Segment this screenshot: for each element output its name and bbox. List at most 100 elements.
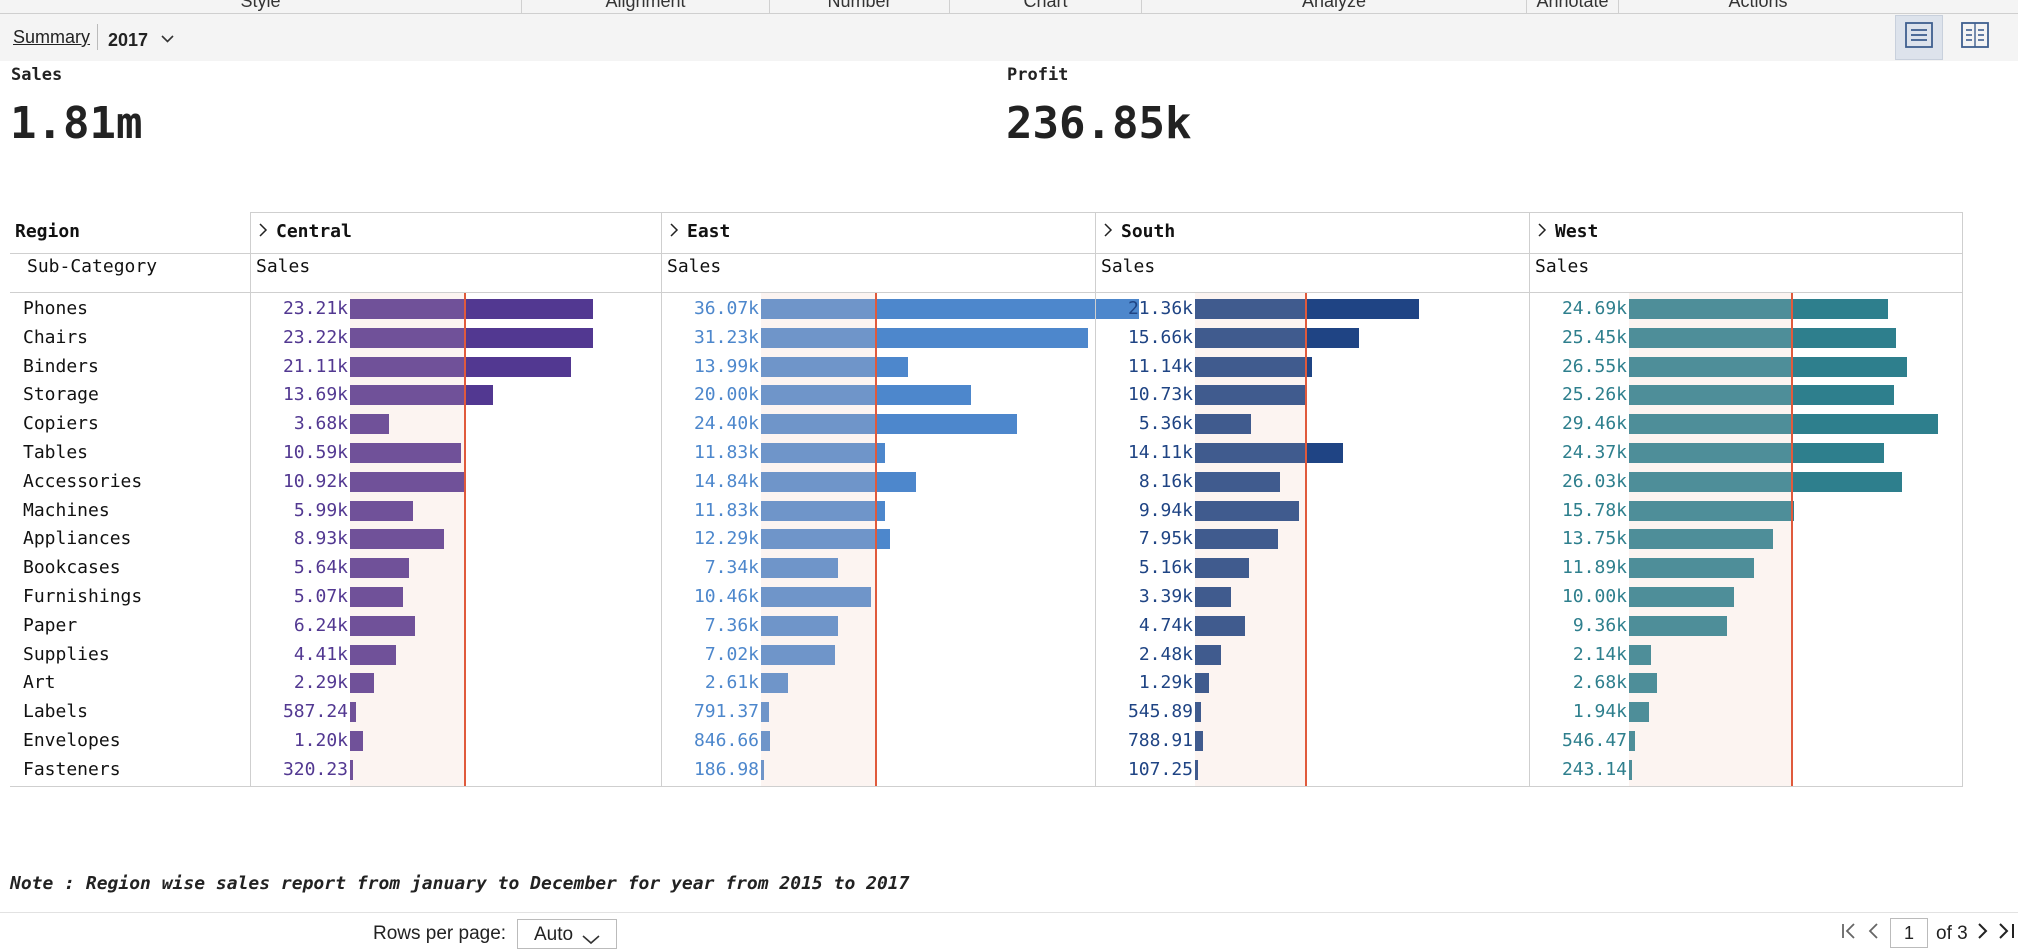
sales-bar bbox=[1629, 471, 1793, 492]
chevron-right-icon[interactable] bbox=[1103, 221, 1121, 242]
region-name: South bbox=[1121, 221, 1176, 242]
sales-bar bbox=[761, 759, 764, 780]
sales-bar bbox=[876, 385, 971, 406]
sales-bar bbox=[761, 673, 789, 694]
chevron-right-icon[interactable] bbox=[1537, 221, 1555, 242]
grid-view-button[interactable] bbox=[1951, 15, 1999, 60]
sales-value: 2.14k bbox=[1572, 643, 1627, 665]
sales-value: 20.00k bbox=[693, 384, 759, 406]
region-header-central[interactable]: Central bbox=[258, 221, 352, 242]
sales-bar bbox=[1195, 731, 1204, 751]
sales-value: 21.11k bbox=[282, 355, 348, 377]
rows-per-page-value: Auto bbox=[534, 924, 574, 945]
subcategory-label: Machines bbox=[23, 499, 110, 521]
sales-bar bbox=[1195, 356, 1307, 377]
subcategory-label: Chairs bbox=[23, 326, 89, 348]
region-column-header: Region bbox=[15, 221, 81, 242]
tab-annotate[interactable]: Annotate bbox=[1527, 0, 1619, 13]
sales-bar bbox=[1306, 356, 1312, 377]
sales-bar bbox=[761, 500, 877, 521]
sales-bar bbox=[1629, 615, 1728, 636]
last-page-icon[interactable] bbox=[1996, 921, 2016, 947]
sales-measure-label: Sales bbox=[667, 256, 722, 277]
sales-bar bbox=[1195, 327, 1307, 348]
sales-value: 7.02k bbox=[704, 643, 759, 665]
sales-bar bbox=[1792, 414, 1938, 435]
sales-bar bbox=[1792, 471, 1902, 492]
tab-chart[interactable]: Chart bbox=[950, 0, 1142, 13]
next-page-icon[interactable] bbox=[1976, 921, 1990, 947]
sales-measure-label: Sales bbox=[1101, 256, 1156, 277]
sales-value: 6.24k bbox=[293, 614, 348, 636]
sales-bar bbox=[876, 299, 1139, 319]
sales-bar bbox=[1195, 759, 1198, 780]
region-name: West bbox=[1555, 221, 1599, 242]
sales-value: 2.29k bbox=[293, 672, 348, 694]
sales-bar bbox=[1195, 587, 1231, 607]
sales-bar bbox=[350, 644, 397, 665]
grid-subheader-rule bbox=[10, 292, 1963, 293]
sales-value: 788.91 bbox=[1127, 730, 1193, 751]
sales-value: 25.26k bbox=[1561, 384, 1627, 406]
sales-value: 546.47 bbox=[1561, 730, 1627, 751]
first-page-icon[interactable] bbox=[1840, 921, 1860, 947]
reference-line bbox=[875, 293, 878, 786]
sales-bar bbox=[1195, 414, 1252, 435]
subcategory-column-header: Sub-Category bbox=[27, 256, 158, 277]
kpi-profit-value: 236.85k bbox=[1006, 98, 1192, 149]
sales-value: 1.20k bbox=[293, 730, 348, 751]
sales-value: 13.69k bbox=[282, 384, 348, 406]
sales-bar bbox=[1195, 299, 1307, 319]
sales-value: 11.89k bbox=[1561, 557, 1627, 579]
list-view-button[interactable] bbox=[1895, 15, 1943, 60]
region-name: East bbox=[687, 221, 731, 242]
sales-value: 10.59k bbox=[282, 442, 348, 463]
sales-value: 587.24 bbox=[282, 701, 348, 723]
sales-bar bbox=[761, 615, 839, 636]
sales-bar bbox=[761, 529, 877, 550]
tab-number[interactable]: Number bbox=[770, 0, 950, 13]
page-number-input[interactable]: 1 bbox=[1890, 918, 1928, 948]
chevron-right-icon[interactable] bbox=[669, 221, 687, 242]
sales-value: 24.37k bbox=[1561, 442, 1627, 463]
tab-style[interactable]: Style bbox=[0, 0, 522, 13]
sales-bar bbox=[876, 356, 908, 377]
sales-value: 5.64k bbox=[293, 557, 348, 579]
subcategory-label: Bookcases bbox=[23, 557, 121, 579]
subcategory-label: Paper bbox=[23, 614, 78, 636]
sales-bar bbox=[1792, 299, 1888, 319]
kpi-sales-value: 1.81m bbox=[10, 98, 143, 149]
grid-header-rule bbox=[10, 253, 1963, 254]
sales-value: 186.98 bbox=[693, 758, 759, 780]
sales-bar bbox=[350, 327, 466, 348]
summary-link[interactable]: Summary bbox=[13, 27, 91, 47]
reference-line bbox=[464, 293, 467, 786]
sales-bar bbox=[1195, 443, 1307, 463]
sales-bar bbox=[1195, 385, 1307, 406]
region-header-west[interactable]: West bbox=[1537, 221, 1598, 242]
previous-page-icon[interactable] bbox=[1866, 921, 1880, 947]
sales-value: 4.41k bbox=[293, 643, 348, 665]
region-name: Central bbox=[276, 221, 352, 242]
chevron-down-icon bbox=[161, 27, 174, 48]
region-header-south[interactable]: South bbox=[1103, 221, 1175, 242]
sales-bar bbox=[350, 759, 354, 780]
sales-value: 12.29k bbox=[693, 528, 759, 550]
sales-bar bbox=[876, 500, 885, 521]
region-header-east[interactable]: East bbox=[669, 221, 730, 242]
tab-alignment[interactable]: Alignment bbox=[522, 0, 770, 13]
sales-value: 243.14 bbox=[1561, 758, 1627, 780]
chevron-down-icon bbox=[582, 929, 600, 951]
sales-value: 846.66 bbox=[693, 730, 759, 751]
sales-bar bbox=[1792, 443, 1885, 463]
chevron-right-icon[interactable] bbox=[258, 221, 276, 242]
sales-bar bbox=[761, 471, 877, 492]
sales-bar bbox=[876, 414, 1017, 435]
year-dropdown[interactable]: 2017 bbox=[108, 27, 174, 51]
sales-value: 791.37 bbox=[693, 701, 759, 723]
region-sales-table: Region Sub-Category Phones Chairs Binders S… bbox=[10, 212, 1963, 787]
rows-per-page-select[interactable]: Auto bbox=[517, 919, 617, 949]
sales-value: 13.75k bbox=[1561, 528, 1627, 550]
tab-actions[interactable]: Actions bbox=[1728, 0, 1788, 11]
tab-analyze[interactable]: Analyze bbox=[1142, 0, 1527, 13]
